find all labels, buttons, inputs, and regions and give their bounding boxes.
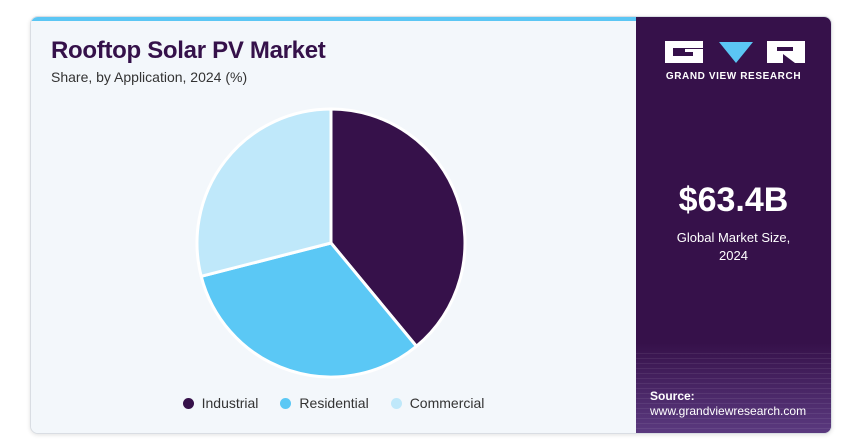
pie-slice-residential [199, 241, 418, 379]
chart-title: Rooftop Solar PV Market [51, 37, 326, 64]
chart-card: Rooftop Solar PV Market Share, by Applic… [30, 16, 832, 434]
brand-name: GRAND VIEW RESEARCH [665, 71, 802, 82]
legend-item-industrial: Industrial [182, 395, 259, 411]
source-label: Source: [650, 389, 695, 403]
legend-label-commercial: Commercial [409, 395, 485, 411]
grand-view-research-logo-icon [665, 41, 805, 63]
info-sidebar: GRAND VIEW RESEARCH $63.4B Global Market… [636, 17, 831, 433]
legend-swatch-industrial [182, 397, 194, 409]
legend-label-industrial: Industrial [201, 395, 259, 411]
legend-label-residential: Residential [299, 395, 369, 411]
market-size-value: $63.4B [678, 181, 789, 219]
chart-panel: Rooftop Solar PV Market Share, by Applic… [31, 17, 636, 433]
sidebar-lines [636, 353, 831, 433]
pie-slice-industrial [329, 107, 467, 348]
source-link[interactable]: www.grandviewresearch.com [650, 404, 807, 418]
accent-bar [31, 17, 636, 21]
chart-subtitle: Share, by Application, 2024 (%) [51, 69, 248, 85]
sidebar-glow [636, 343, 831, 433]
legend-swatch-commercial [390, 397, 402, 409]
pie-chart [195, 107, 467, 379]
market-size-label: Global Market Size, 2024 [636, 229, 831, 265]
pie-slice-commercial [195, 107, 333, 278]
market-size-label-line1: Global Market Size, [676, 230, 791, 245]
chart-legend: Industrial Residential Commercial [31, 395, 636, 411]
legend-item-commercial: Commercial [390, 395, 485, 411]
market-size-label-line2: 2024 [719, 248, 748, 263]
legend-swatch-residential [280, 397, 292, 409]
legend-item-residential: Residential [280, 395, 369, 411]
